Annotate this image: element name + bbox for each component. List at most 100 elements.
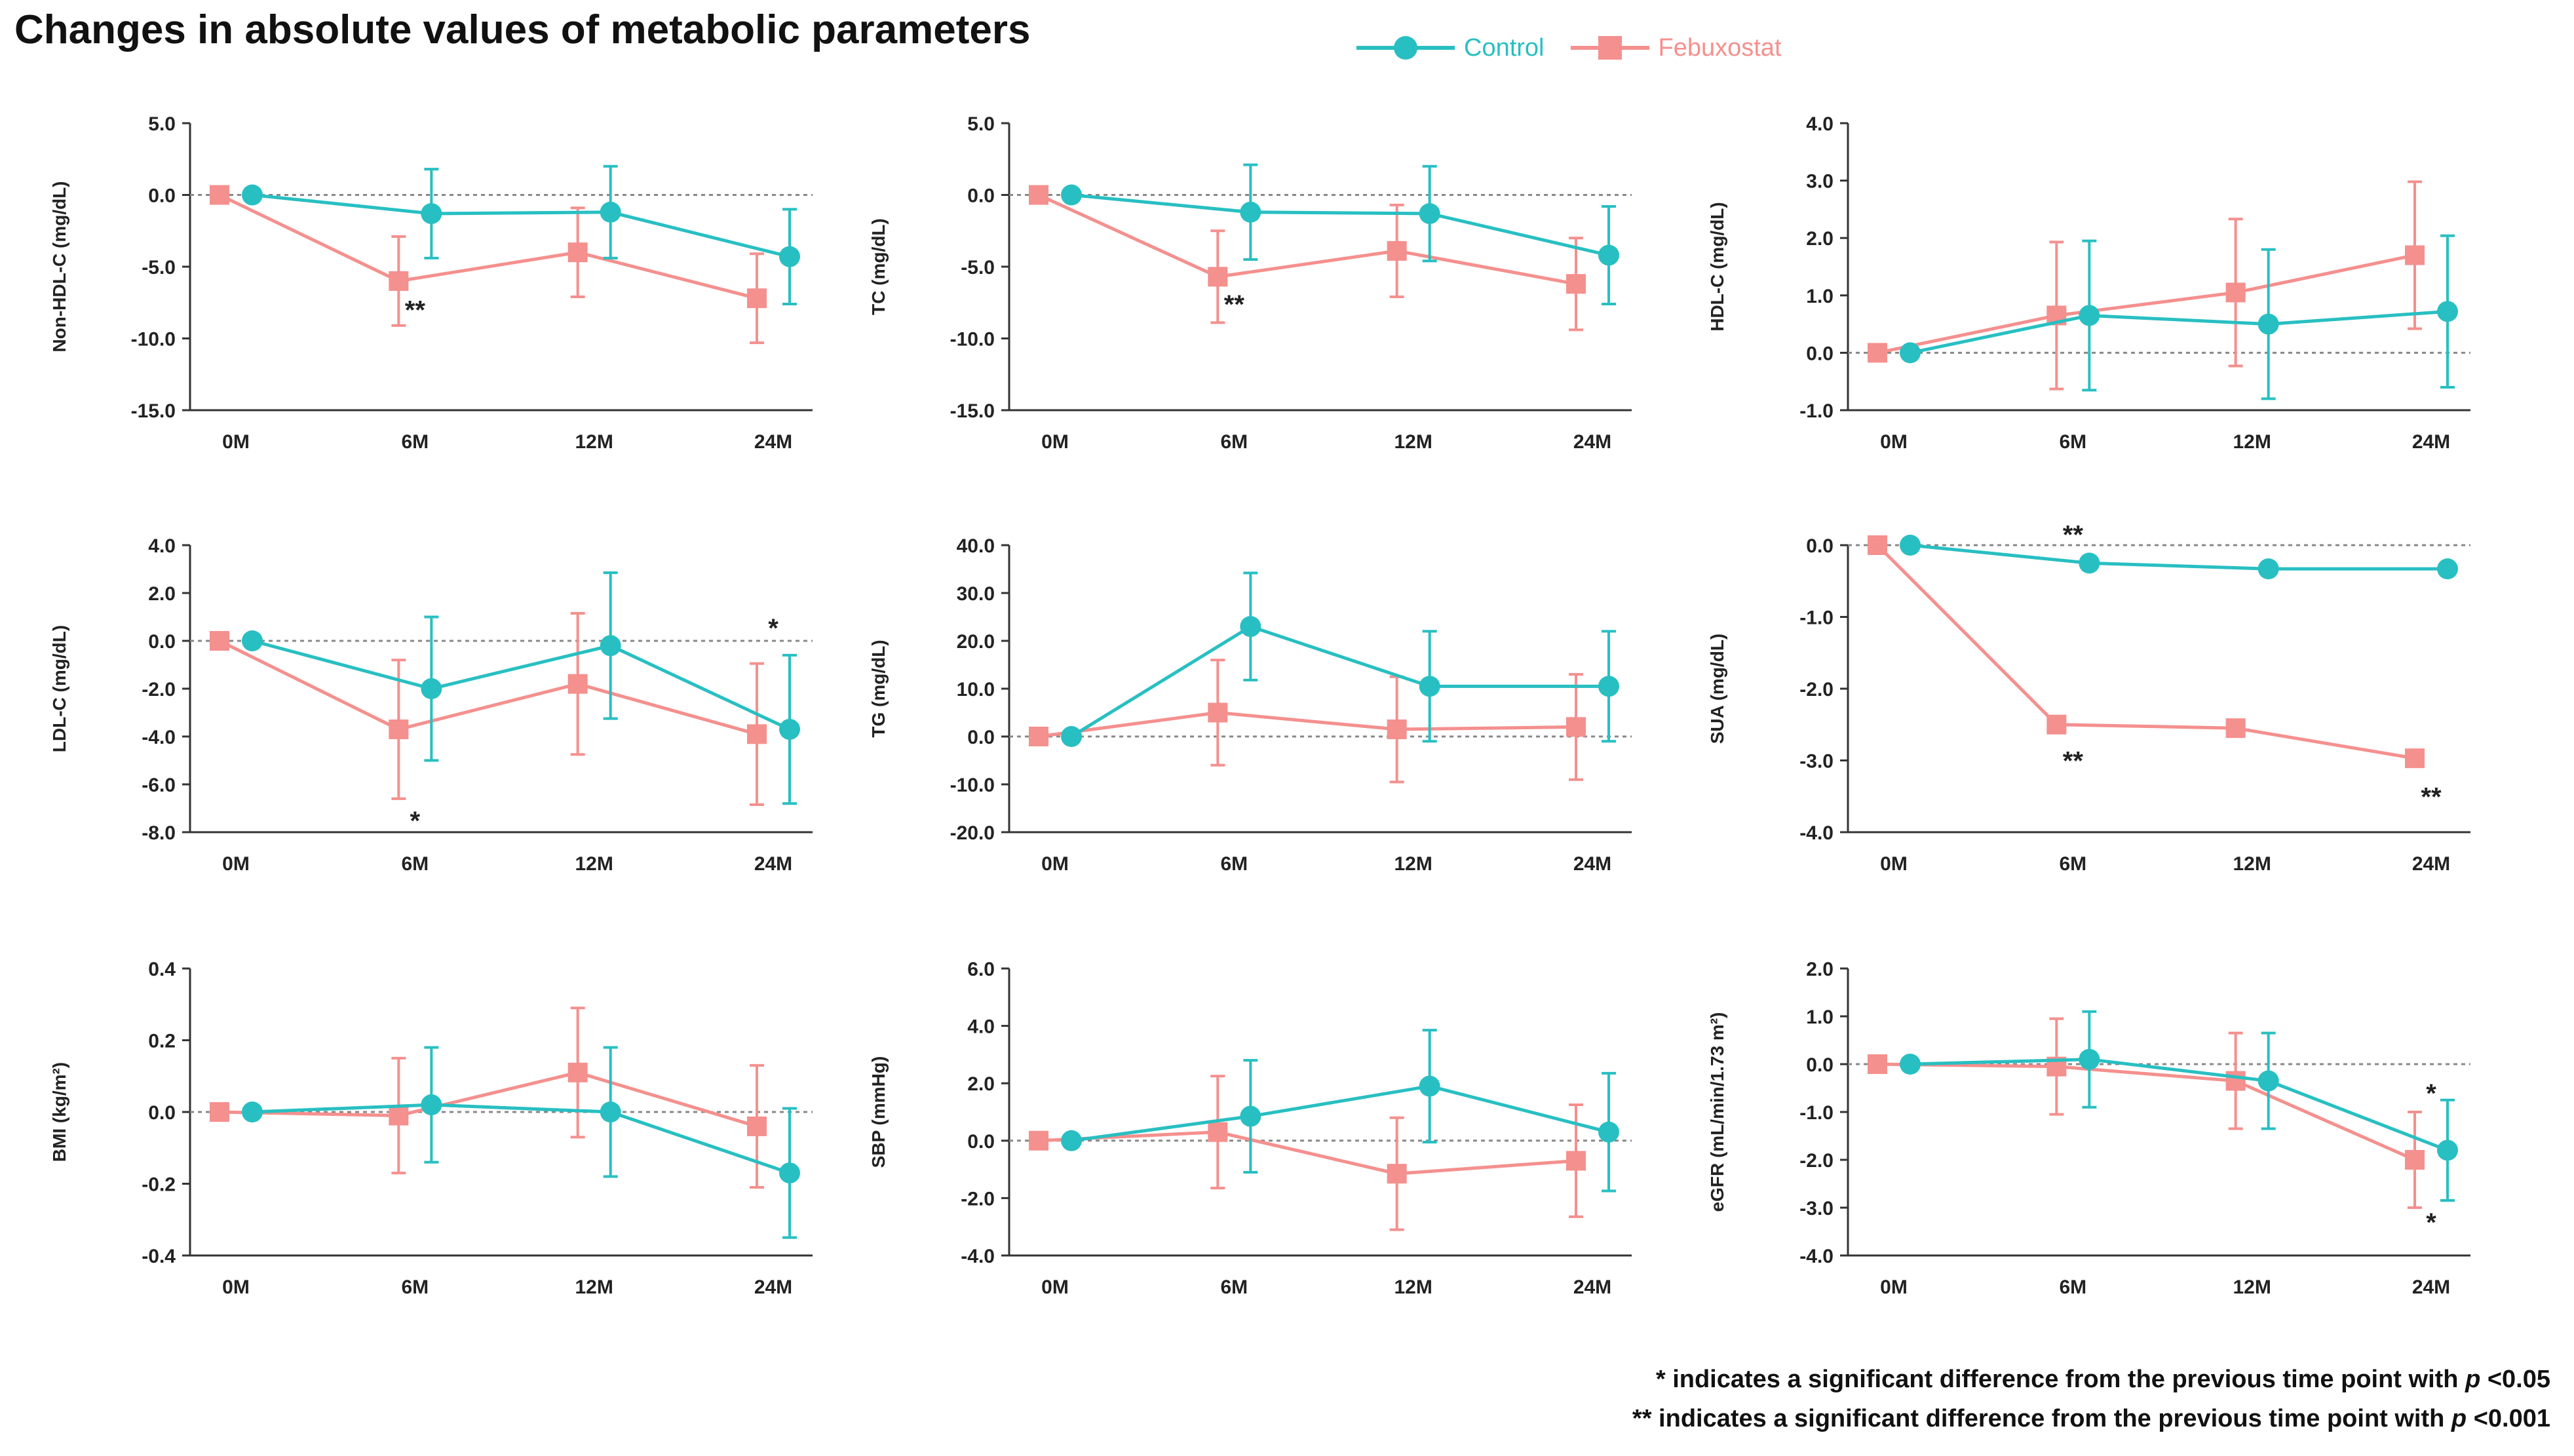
y-tick-label: -15.0 [131,400,176,422]
x-tick-label: 12M [2233,1276,2271,1298]
data-point [1900,342,1921,364]
x-tick-label: 24M [2412,1276,2450,1298]
y-tick-label: 5.0 [148,113,176,135]
y-tick-label: 10.0 [957,679,995,700]
y-tick-label: 6.0 [967,959,995,980]
y-tick-label: -2.0 [1799,679,1834,700]
data-point [1868,343,1887,363]
y-tick-label: 2.0 [148,583,176,605]
x-tick-label: 12M [575,1276,613,1298]
data-point [600,201,621,223]
x-tick-label: 24M [754,853,792,875]
y-axis-label: HDL-C (mg/dL) [1707,202,1727,332]
data-point [1029,1130,1048,1151]
footnote-p-symbol: p [2451,1405,2467,1432]
footnote-p-symbol: p [2465,1366,2481,1393]
y-tick-label: 4.0 [1806,113,1834,135]
data-point [1240,201,1261,223]
data-point [600,1102,621,1122]
series-line [1876,544,2415,760]
data-point [1900,1054,1921,1075]
series-line [1071,193,1609,257]
data-point [242,1102,263,1122]
chart-panel-2: -1.0 0.0 1.0 2.0 3.0 4.0 0M 6M 12M 24M HDL-C (mg/d… [1707,113,2470,453]
data-point [1598,676,1619,697]
y-axis-label: SUA (mg/dL) [1707,634,1727,744]
y-tick-label: 0.0 [148,185,176,207]
data-point [1868,1054,1887,1074]
series-febuxostat [210,612,767,807]
data-point [210,631,229,651]
data-point [1061,1130,1082,1151]
footnote-single-star-text: * indicates a significant difference fro… [1655,1366,2459,1393]
x-tick-label: 0M [222,853,250,875]
x-tick-label: 0M [222,431,250,453]
series-line [1910,309,2448,354]
series-line [1910,1058,2448,1152]
legend-item-control: Control [1356,34,1545,62]
y-tick-label: -1.0 [1799,607,1834,629]
x-tick-label: 12M [1394,431,1432,453]
y-tick-label: -15.0 [950,400,995,422]
y-tick-label: 30.0 [957,583,995,605]
data-point [1419,202,1440,224]
chart-panel-8: -4.0 -3.0 -2.0 -1.0 0.0 1.0 2.0 0M 6M 12M 24M eGFR … [1707,959,2470,1298]
data-point [2257,313,2279,335]
y-tick-label: 0.0 [967,727,995,748]
y-tick-label: -1.0 [1799,1102,1834,1124]
y-tick-label: 1.0 [1806,1006,1834,1028]
y-tick-label: -10.0 [131,329,176,351]
data-point [2079,1048,2100,1070]
x-tick-label: 24M [1573,431,1611,453]
data-point [389,1105,409,1126]
data-point [421,202,442,224]
y-tick-label: -2.0 [961,1188,995,1210]
chart-panel-0: -15.0 -10.0 -5.0 0.0 5.0 0M 6M 12M 24M Non-HDL-C … [49,113,813,453]
y-tick-label: 4.0 [148,535,176,557]
significance-marker: * [768,614,778,643]
y-tick-label: -4.0 [1799,822,1834,844]
x-tick-label: 6M [401,431,429,453]
data-point [1208,267,1228,287]
x-tick-label: 6M [1220,431,1248,453]
series-febuxostat [1868,180,2425,391]
data-point [1029,185,1048,205]
series-control [242,1046,800,1239]
y-tick-label: 2.0 [967,1073,995,1095]
legend-swatch-febuxostat [1570,36,1649,60]
y-axis-label: TC (mg/dL) [868,218,889,315]
data-point [1900,535,1921,556]
y-tick-label: 1.0 [1806,286,1834,307]
chart-panel-7: -4.0 -2.0 0.0 2.0 4.0 6.0 0M 6M 12M 24M SBP (mmHg) [868,959,1632,1298]
significance-marker: ** [1224,290,1245,319]
chart-panel-1: -15.0 -10.0 -5.0 0.0 5.0 0M 6M 12M 24M TC (mg/dL)… [868,113,1632,453]
series-control [1900,535,2458,580]
x-tick-label: 24M [754,431,792,453]
data-point [1868,535,1887,555]
legend-label-febuxostat: Febuxostat [1658,33,1782,62]
series-line [1037,193,1577,286]
data-point [1387,719,1407,740]
y-tick-label: -0.4 [142,1246,176,1267]
y-tick-label: -20.0 [950,822,995,844]
data-point [242,630,263,651]
y-tick-label: 20.0 [957,631,995,653]
y-axis-label: Non-HDL-C (mg/dL) [49,181,69,352]
data-point [421,678,442,699]
y-tick-label: 0.0 [967,1131,995,1153]
footnote-double-star: ** indicates a significant difference fr… [1632,1399,2550,1438]
data-point [389,719,409,740]
data-point [779,246,800,267]
x-tick-label: 12M [2233,853,2271,875]
y-tick-label: -3.0 [1799,751,1834,773]
y-tick-label: -6.0 [142,775,176,796]
data-point [1208,1122,1228,1142]
y-tick-label: 0.0 [967,185,995,207]
y-tick-label: 0.4 [148,959,176,980]
y-tick-label: 0.0 [1806,343,1834,364]
x-tick-label: 12M [1394,1276,1432,1298]
data-point [2046,714,2067,735]
x-tick-label: 12M [575,431,613,453]
data-point [1598,244,1619,266]
